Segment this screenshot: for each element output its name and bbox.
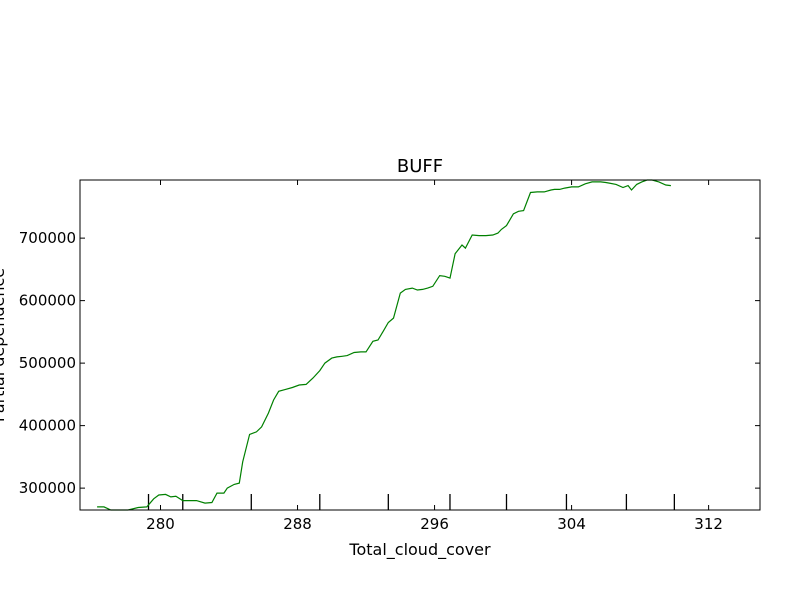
x-tick-label: 296: [420, 515, 449, 533]
x-tick-label: 312: [694, 515, 723, 533]
y-tick-label: 500000: [19, 354, 76, 372]
y-tick-label: 600000: [19, 292, 76, 310]
y-tick-label: 700000: [19, 229, 76, 247]
y-axis-ticks: 300000 400000 500000 600000 700000: [19, 229, 760, 497]
chart-title: BUFF: [397, 156, 443, 177]
series-line: [97, 179, 671, 511]
rug-marks: [147, 494, 676, 510]
x-tick-label: 288: [283, 515, 312, 533]
x-tick-label: 280: [146, 515, 175, 533]
y-tick-label: 300000: [19, 479, 76, 497]
x-axis-label: Total_cloud_cover: [348, 540, 491, 560]
x-axis-ticks: 280 288 296 304 312: [146, 180, 723, 533]
plot-frame: [79, 179, 761, 511]
x-tick-label: 304: [557, 515, 586, 533]
y-tick-label: 400000: [19, 417, 76, 435]
y-axis-label: Partial dependence: [0, 268, 8, 422]
series-group: [97, 179, 671, 511]
